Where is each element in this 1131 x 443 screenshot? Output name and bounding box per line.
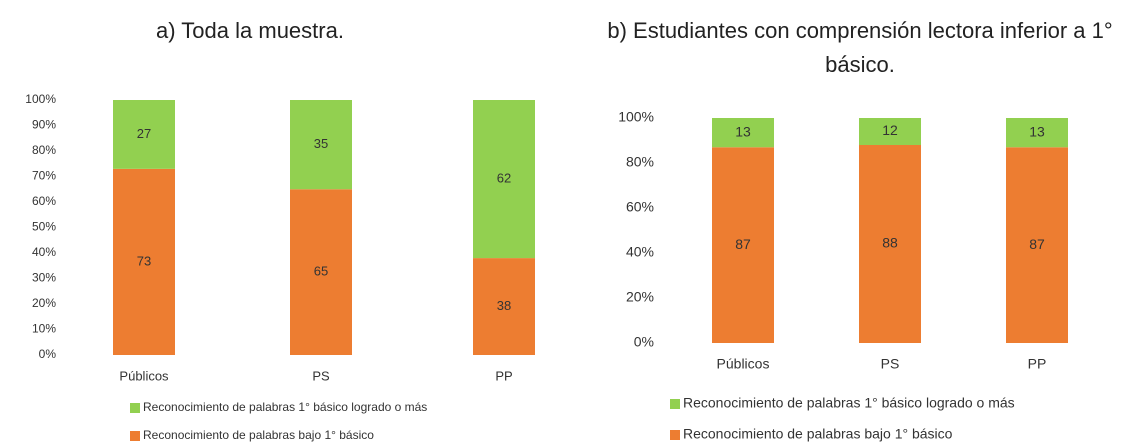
chart-title: b) Estudiantes con comprensión lectora i… <box>607 18 1113 77</box>
x-tick-label: Públicos <box>717 356 770 372</box>
y-tick-label: 100% <box>618 109 654 125</box>
data-label: 87 <box>1029 236 1045 252</box>
legend-swatch <box>130 403 140 413</box>
y-tick-label: 40% <box>626 244 654 260</box>
legend-swatch <box>130 431 140 441</box>
x-tick-label: PS <box>881 356 900 372</box>
y-tick-label: 40% <box>32 245 56 259</box>
bar-segment <box>290 189 352 355</box>
bar-segment <box>290 100 352 190</box>
bar-segment <box>113 100 175 169</box>
data-label: 38 <box>497 298 511 313</box>
y-tick-label: 0% <box>634 334 654 350</box>
y-tick-label: 80% <box>626 154 654 170</box>
data-label: 13 <box>1029 123 1045 139</box>
data-label: 65 <box>314 264 328 279</box>
y-tick-label: 60% <box>626 199 654 215</box>
legend-swatch <box>670 399 680 409</box>
legend-label: Reconocimiento de palabras bajo 1° básic… <box>143 428 374 442</box>
bar-segment <box>1006 147 1068 343</box>
y-tick-label: 10% <box>32 322 56 336</box>
y-tick-label: 30% <box>32 271 56 285</box>
x-tick-label: PP <box>1028 356 1047 372</box>
x-tick-label: PP <box>495 368 512 383</box>
legend-label: Reconocimiento de palabras 1° básico log… <box>683 395 1015 411</box>
bar-segment <box>113 168 175 355</box>
legend-label: Reconocimiento de palabras bajo 1° básic… <box>683 426 953 442</box>
y-tick-label: 0% <box>39 347 57 361</box>
y-tick-label: 80% <box>32 143 56 157</box>
y-tick-label: 70% <box>32 169 56 183</box>
legend-swatch <box>670 430 680 440</box>
data-label: 73 <box>137 253 151 268</box>
data-label: 35 <box>314 136 328 151</box>
y-tick-label: 20% <box>626 289 654 305</box>
chart-title: a) Toda la muestra. <box>156 18 344 43</box>
data-label: 27 <box>137 126 151 141</box>
y-tick-label: 100% <box>25 92 56 106</box>
x-tick-label: PS <box>312 368 330 383</box>
bar-segment <box>712 147 774 343</box>
x-tick-label: Públicos <box>119 368 169 383</box>
data-label: 87 <box>735 236 751 252</box>
y-tick-label: 90% <box>32 118 56 132</box>
data-label: 13 <box>735 123 751 139</box>
bar-segment <box>473 258 535 355</box>
legend-label: Reconocimiento de palabras 1° básico log… <box>143 400 427 414</box>
data-label: 88 <box>882 235 898 251</box>
bar-segment <box>1006 118 1068 148</box>
y-tick-label: 50% <box>32 220 56 234</box>
bar-segment <box>473 100 535 259</box>
y-tick-label: 20% <box>32 296 56 310</box>
data-label: 12 <box>882 122 898 138</box>
data-label: 62 <box>497 170 511 185</box>
bar-segment <box>859 118 921 145</box>
y-tick-label: 60% <box>32 194 56 208</box>
bar-segment <box>859 145 921 343</box>
bar-segment <box>712 118 774 148</box>
